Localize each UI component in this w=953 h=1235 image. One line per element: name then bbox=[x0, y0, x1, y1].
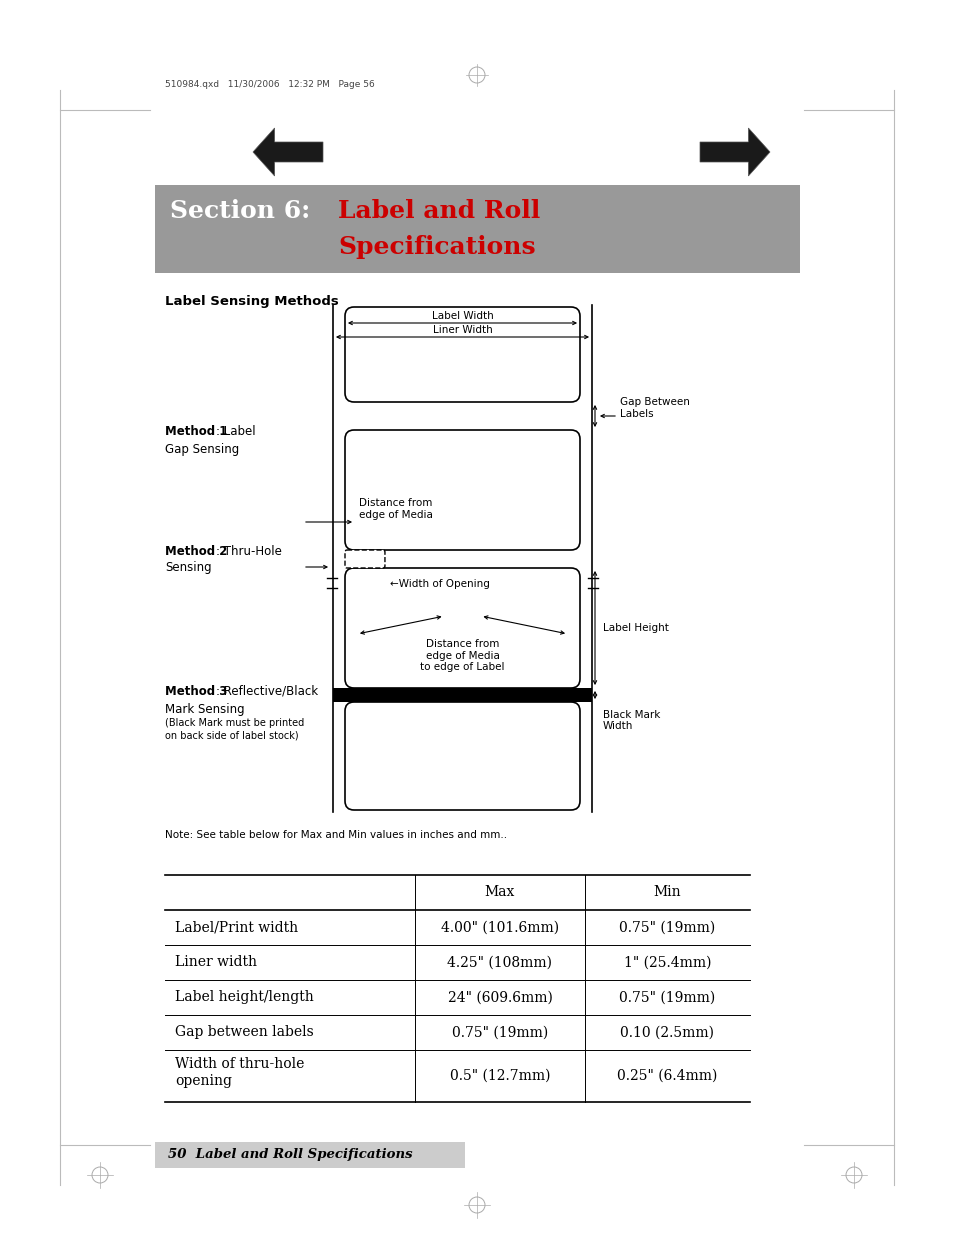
Text: 0.75" (19mm): 0.75" (19mm) bbox=[452, 1025, 548, 1040]
Text: ←Width of Opening: ←Width of Opening bbox=[390, 579, 489, 589]
Text: 0.10 (2.5mm): 0.10 (2.5mm) bbox=[619, 1025, 714, 1040]
Text: 50  Label and Roll Specifications: 50 Label and Roll Specifications bbox=[168, 1149, 413, 1161]
Text: Label Sensing Methods: Label Sensing Methods bbox=[165, 295, 338, 308]
Text: : Thru-Hole: : Thru-Hole bbox=[215, 545, 281, 558]
Text: Note: See table below for Max and Min values in inches and mm..: Note: See table below for Max and Min va… bbox=[165, 830, 507, 840]
Text: 510984.qxd   11/30/2006   12:32 PM   Page 56: 510984.qxd 11/30/2006 12:32 PM Page 56 bbox=[165, 80, 375, 89]
Text: Label Height: Label Height bbox=[602, 622, 668, 634]
Text: 1" (25.4mm): 1" (25.4mm) bbox=[623, 956, 711, 969]
Text: Sensing: Sensing bbox=[165, 561, 212, 574]
Text: Liner Width: Liner Width bbox=[432, 325, 492, 335]
Text: Label Width: Label Width bbox=[431, 311, 493, 321]
Text: 0.75" (19mm): 0.75" (19mm) bbox=[618, 990, 715, 1004]
Bar bbox=[154, 185, 800, 273]
Text: Width of thru-hole: Width of thru-hole bbox=[174, 1057, 304, 1071]
FancyBboxPatch shape bbox=[345, 308, 579, 403]
Bar bbox=[333, 688, 592, 701]
Text: Mark Sensing: Mark Sensing bbox=[165, 703, 244, 716]
Text: Method 3: Method 3 bbox=[165, 685, 227, 698]
Text: Gap Sensing: Gap Sensing bbox=[165, 443, 239, 456]
Text: Label/Print width: Label/Print width bbox=[174, 920, 297, 935]
Text: opening: opening bbox=[174, 1074, 232, 1088]
Text: Black Mark
Width: Black Mark Width bbox=[602, 710, 659, 731]
Text: Gap Between
Labels: Gap Between Labels bbox=[619, 398, 689, 419]
Text: Method 2: Method 2 bbox=[165, 545, 227, 558]
Polygon shape bbox=[253, 128, 323, 177]
Text: 4.25" (108mm): 4.25" (108mm) bbox=[447, 956, 552, 969]
Bar bbox=[154, 1142, 464, 1168]
Text: Liner width: Liner width bbox=[174, 956, 256, 969]
Text: (Black Mark must be printed: (Black Mark must be printed bbox=[165, 718, 304, 727]
FancyBboxPatch shape bbox=[345, 568, 579, 688]
Text: Distance from
edge of Media: Distance from edge of Media bbox=[358, 499, 433, 520]
Text: : Reflective/Black: : Reflective/Black bbox=[215, 685, 317, 698]
Text: Max: Max bbox=[484, 885, 515, 899]
Text: Min: Min bbox=[653, 885, 680, 899]
FancyBboxPatch shape bbox=[345, 430, 579, 550]
Text: 0.75" (19mm): 0.75" (19mm) bbox=[618, 920, 715, 935]
Text: 24" (609.6mm): 24" (609.6mm) bbox=[447, 990, 552, 1004]
Text: 4.00" (101.6mm): 4.00" (101.6mm) bbox=[440, 920, 558, 935]
FancyBboxPatch shape bbox=[345, 701, 579, 810]
Text: Gap between labels: Gap between labels bbox=[174, 1025, 314, 1040]
Text: 0.25" (6.4mm): 0.25" (6.4mm) bbox=[617, 1070, 717, 1083]
Text: on back side of label stock): on back side of label stock) bbox=[165, 731, 298, 741]
Text: Method 1: Method 1 bbox=[165, 425, 227, 438]
Text: Label height/length: Label height/length bbox=[174, 990, 314, 1004]
Text: Distance from
edge of Media
to edge of Label: Distance from edge of Media to edge of L… bbox=[420, 638, 504, 672]
Polygon shape bbox=[700, 128, 769, 177]
Text: Specifications: Specifications bbox=[337, 235, 535, 259]
Text: 0.5" (12.7mm): 0.5" (12.7mm) bbox=[449, 1070, 550, 1083]
Text: Label and Roll: Label and Roll bbox=[337, 199, 539, 224]
Text: : Label: : Label bbox=[215, 425, 255, 438]
FancyBboxPatch shape bbox=[345, 550, 385, 568]
Text: Section 6:: Section 6: bbox=[170, 199, 310, 224]
